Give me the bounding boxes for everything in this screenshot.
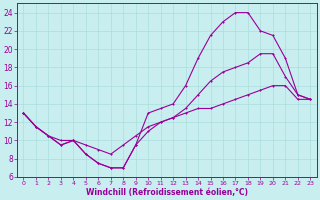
X-axis label: Windchill (Refroidissement éolien,°C): Windchill (Refroidissement éolien,°C) (86, 188, 248, 197)
